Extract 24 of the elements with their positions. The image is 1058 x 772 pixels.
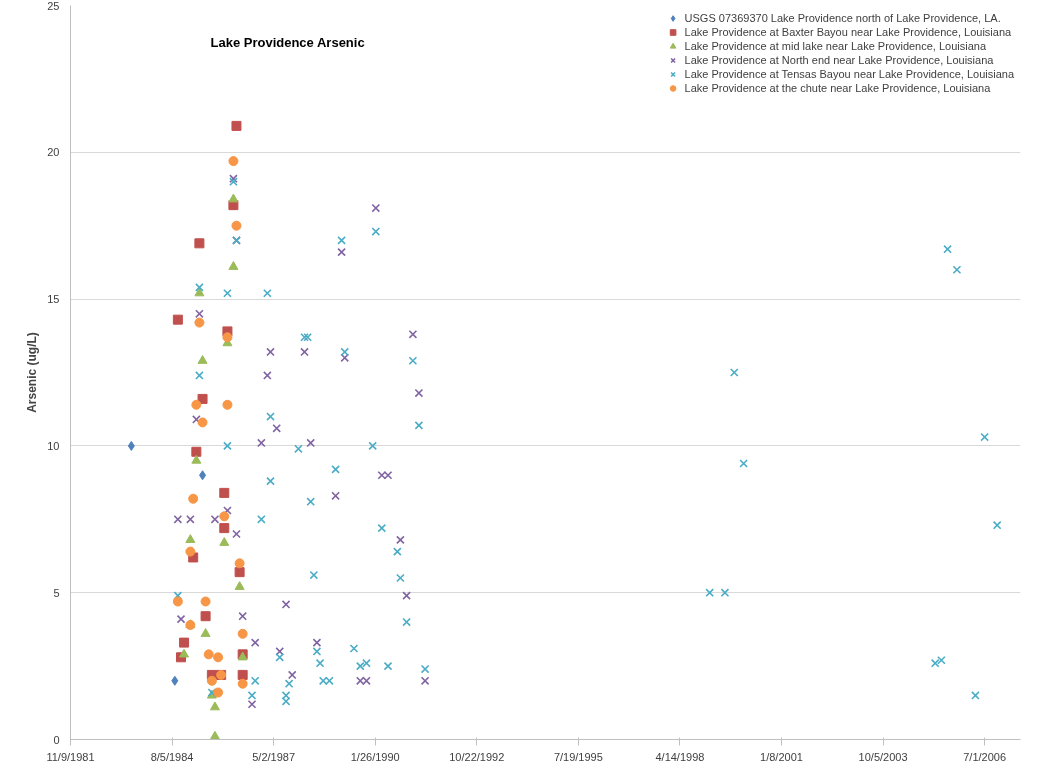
legend-label: Lake Providence at Tensas Bayou near Lake Providence, Louisiana (684, 67, 1014, 81)
y-tick-label: 5 (53, 586, 60, 599)
x-tick-label: 1/8/2001 (760, 750, 803, 763)
x-tick-label: 7/19/1995 (553, 750, 603, 763)
legend-label: Lake Providence at Baxter Bayou near Lake Providence, Louisiana (684, 25, 1012, 39)
legend-label: Lake Providence at the chute near Lake Providence, Louisiana (684, 81, 991, 95)
legend-label: Lake Providence at mid lake near Lake Providence, Louisiana (684, 39, 987, 53)
x-tick-label: 11/9/1981 (46, 750, 95, 763)
x-tick-label: 10/5/2003 (858, 750, 908, 763)
x-tick-label: 7/1/2006 (963, 750, 1007, 763)
y-axis-title: Arsenic (ug/L) (25, 332, 40, 413)
x-tick-label: 1/26/1990 (350, 750, 400, 763)
x-tick-label: 4/14/1998 (655, 750, 705, 763)
y-tick-label: 15 (47, 293, 60, 306)
text: Lake Providence Arsenic (210, 34, 365, 50)
x-tick-label: 8/5/1984 (150, 750, 194, 763)
legend-label: Lake Providence at North end near Lake Providence, Louisiana (684, 53, 994, 67)
y-tick-label: 10 (47, 439, 60, 452)
x-tick-label: 10/22/1992 (449, 750, 505, 763)
y-tick-label: 25 (47, 0, 60, 12)
legend-label: USGS 07369370 Lake Providence north of Lake Providence, LA. (684, 11, 1001, 25)
y-tick-label: 0 (53, 733, 60, 746)
x-tick-label: 5/2/1987 (252, 750, 296, 763)
y-tick-label: 20 (47, 146, 60, 159)
